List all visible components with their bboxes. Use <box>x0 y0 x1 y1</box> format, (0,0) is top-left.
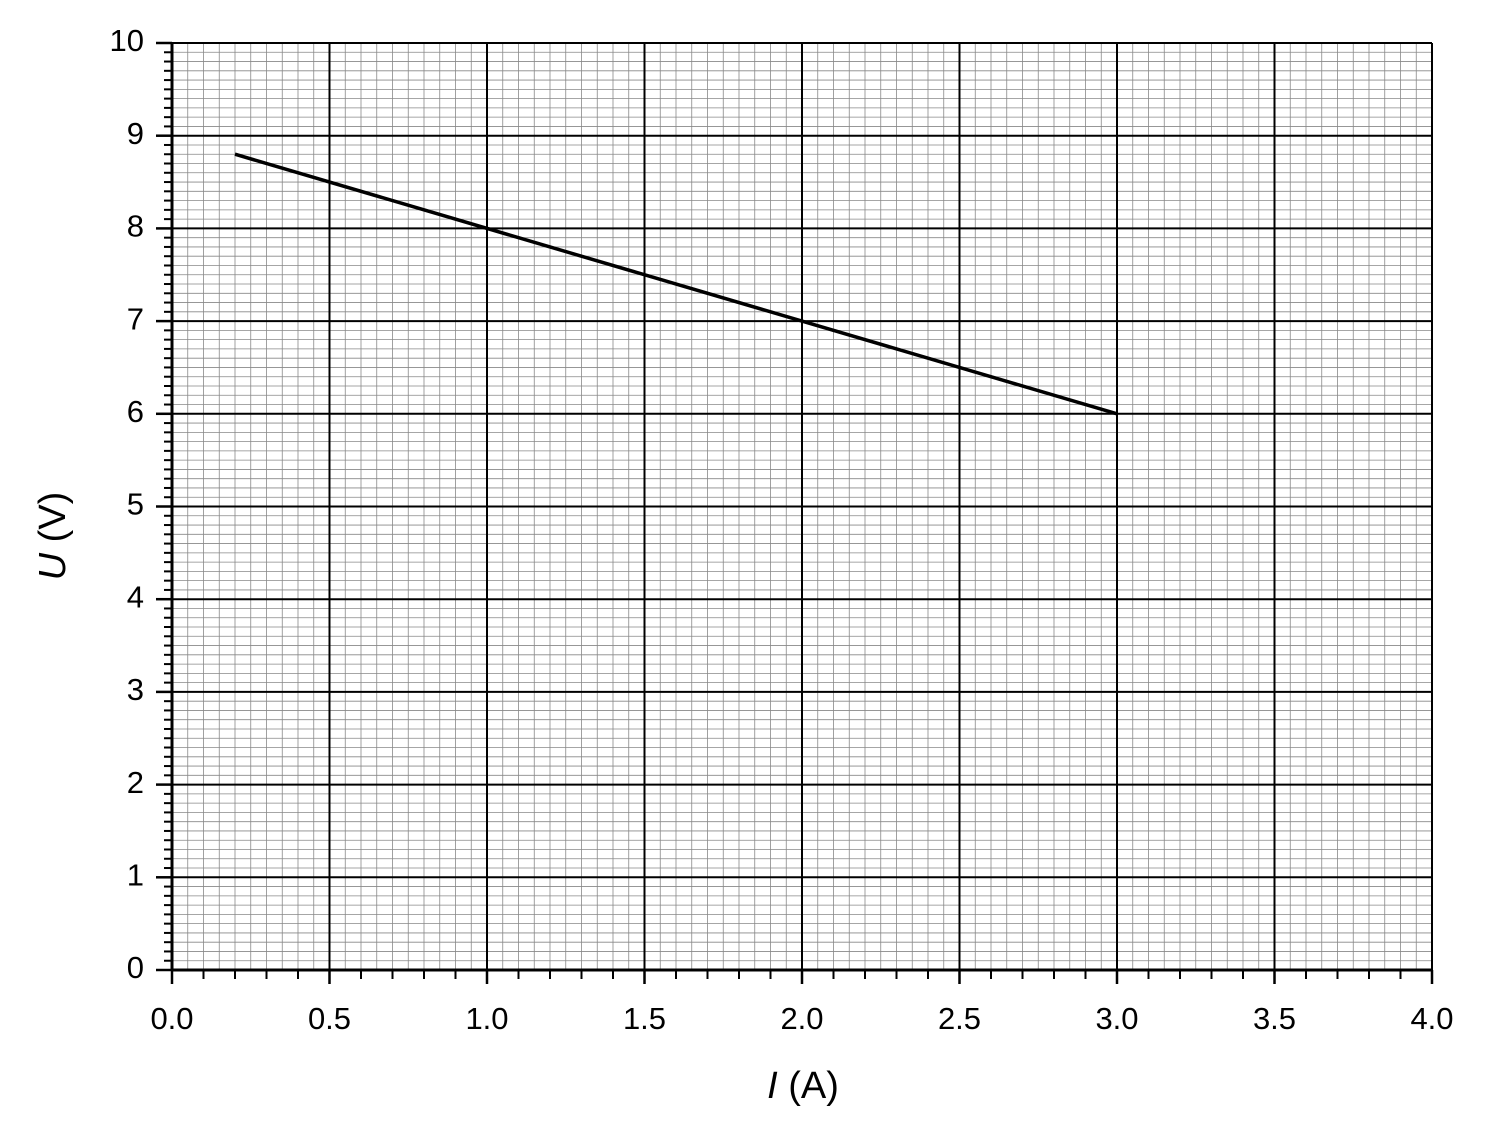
x-tick-label: 3.5 <box>1253 1001 1296 1036</box>
y-tick-label: 6 <box>127 394 144 429</box>
y-tick-label: 10 <box>110 23 144 58</box>
y-tick-label: 4 <box>127 579 144 614</box>
y-tick-label: 1 <box>127 857 144 892</box>
y-tick-label: 8 <box>127 209 144 244</box>
y-label-unit: (V) <box>32 492 74 543</box>
x-label-symbol: I <box>767 1065 778 1107</box>
major-grid <box>156 41 1434 984</box>
x-axis-label: I (A) <box>767 1065 839 1107</box>
x-label-unit: (A) <box>788 1065 839 1107</box>
y-tick-label: 5 <box>127 487 144 522</box>
x-tick-label: 0.0 <box>150 1001 193 1036</box>
y-axis-label: U (V) <box>32 492 74 581</box>
x-tick-label: 2.0 <box>780 1001 823 1036</box>
minor-grid <box>164 43 1432 979</box>
x-tick-label: 2.5 <box>938 1001 981 1036</box>
x-tick-label: 1.5 <box>623 1001 666 1036</box>
x-tick-label: 1.0 <box>465 1001 508 1036</box>
x-tick-label: 4.0 <box>1410 1001 1453 1036</box>
y-tick-label: 9 <box>127 116 144 151</box>
y-tick-label: 0 <box>127 950 144 985</box>
y-tick-label: 2 <box>127 765 144 800</box>
y-tick-label: 7 <box>127 301 144 336</box>
x-tick-label: 0.5 <box>308 1001 351 1036</box>
x-tick-label: 3.0 <box>1095 1001 1138 1036</box>
y-tick-label: 3 <box>127 672 144 707</box>
y-label-symbol: U <box>32 552 74 580</box>
data-line <box>234 152 1118 416</box>
